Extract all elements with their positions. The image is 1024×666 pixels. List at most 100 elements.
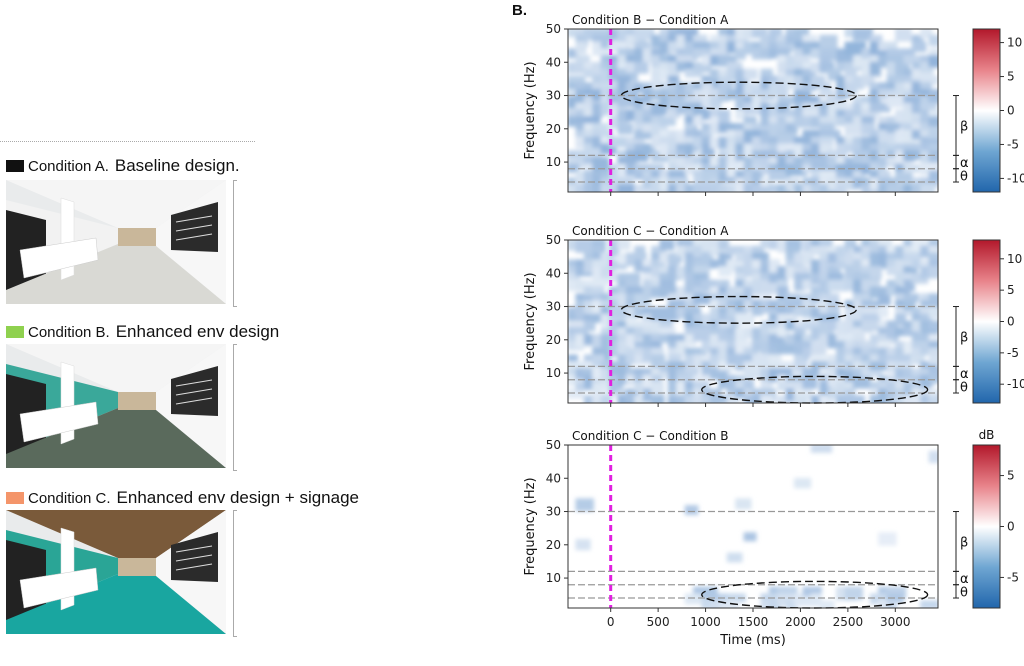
heatmap-cell (568, 266, 579, 280)
y-tick-label: 30 (546, 300, 561, 314)
heatmap-cell (785, 68, 800, 81)
heatmap-cell (575, 259, 591, 270)
heatmap-cell (819, 61, 835, 74)
heatmap-cell (810, 129, 824, 140)
heatmap-cell (592, 313, 605, 323)
heatmap-cell (600, 177, 615, 188)
heatmap-cell (827, 266, 841, 277)
heatmap-cell (794, 477, 812, 489)
heatmap-cell (852, 95, 870, 107)
heatmap-cell (819, 279, 831, 290)
heatmap-cell (852, 286, 865, 300)
heatmap-cell (651, 395, 665, 403)
heatmap-cell (844, 109, 861, 121)
heatmap-cell (785, 320, 799, 331)
heatmap-cell (819, 300, 831, 310)
heatmap-cell (852, 143, 870, 156)
heatmap-cell (651, 116, 667, 129)
heatmap-cell (718, 266, 732, 277)
heatmap-cell (743, 361, 755, 375)
heatmap-cell (928, 395, 938, 403)
corridor-floor (6, 408, 226, 468)
heatmap-cell (810, 593, 823, 607)
heatmap-cell (911, 34, 924, 46)
heatmap-cell (625, 293, 639, 305)
heatmap-cell (920, 313, 932, 328)
colorbar-tick-label: -5 (1007, 570, 1019, 584)
heatmap-cell (752, 340, 767, 352)
heatmap-cell (583, 123, 597, 135)
heatmap-cell (911, 334, 931, 344)
heatmap-cell (869, 252, 882, 267)
image-bracket (233, 180, 237, 307)
colorbar-tick-label: -10 (1007, 171, 1024, 185)
colorbar-tick-label: 10 (1007, 252, 1022, 266)
band-label: β (960, 119, 968, 134)
heatmap-cell (777, 136, 798, 146)
heatmap-cell (718, 109, 729, 124)
heatmap-cell (718, 55, 737, 67)
heatmap-cell (894, 29, 912, 42)
heatmap-cell (617, 286, 632, 299)
heatmap-cell (920, 368, 932, 379)
panel-title: Condition B − Condition A (572, 13, 729, 27)
heatmap-cell (617, 320, 631, 331)
heatmap-cell (625, 306, 638, 320)
heatmap-cell (768, 340, 780, 352)
heatmap-cell (819, 129, 841, 139)
heatmap-cell (709, 593, 724, 603)
heatmap-cell (777, 313, 798, 326)
heatmap-cell (903, 48, 915, 59)
heatmap-cell (802, 279, 823, 290)
heatmap-cell (768, 150, 787, 161)
y-tick-label: 40 (546, 471, 561, 485)
heatmap-cell (659, 272, 672, 284)
x-tick-label: 1000 (690, 615, 721, 629)
heatmap-cell (684, 123, 696, 133)
heatmap-cell (844, 143, 860, 153)
heatmap-cell (794, 252, 810, 264)
wayfinding-sign (171, 532, 218, 582)
heatmap-cell (852, 177, 866, 189)
heatmap-cell (861, 354, 878, 365)
heatmap-cell (701, 55, 719, 66)
heatmap-cell (701, 184, 717, 192)
heatmap-cell (852, 334, 866, 346)
heatmap-cell (693, 327, 713, 342)
heatmap-cell (794, 306, 810, 317)
heatmap-cell (869, 102, 891, 113)
heatmap-cell (785, 163, 808, 176)
heatmap-cell (836, 102, 852, 113)
heatmap-cell (911, 354, 925, 365)
heatmap-cell (777, 286, 789, 300)
heatmap-cell (928, 150, 938, 163)
heatmap-cell (659, 279, 676, 289)
heatmap-cell (568, 75, 586, 87)
heatmap-cell (609, 102, 627, 115)
heatmap-cell (735, 381, 752, 393)
heatmap-cell (760, 34, 776, 44)
heatmap-cell (785, 600, 797, 608)
panel-title: Condition C − Condition B (572, 429, 728, 443)
heatmap-cell (625, 61, 640, 73)
heatmap-cell (928, 143, 938, 157)
heatmap-cell (693, 177, 711, 189)
heatmap-cell (768, 129, 781, 140)
heatmap-cell (827, 320, 841, 331)
heatmap-cell (920, 82, 932, 95)
heatmap-cell (709, 334, 722, 347)
heatmap-cell (676, 374, 694, 387)
heatmap-cell (617, 123, 633, 135)
colorbar (972, 28, 1001, 193)
x-tick-label: 500 (647, 615, 670, 629)
heatmap-cell (684, 334, 697, 346)
condition-a-corridor-image (6, 180, 226, 304)
heatmap-cell (726, 600, 739, 608)
heatmap-cell (911, 41, 927, 53)
heatmap-cell (743, 279, 757, 289)
heatmap-cell (920, 300, 938, 312)
heatmap-cell (802, 41, 814, 55)
heatmap-cell (894, 354, 911, 364)
heatmap-cell (836, 368, 854, 378)
heatmap-cell (634, 306, 647, 318)
